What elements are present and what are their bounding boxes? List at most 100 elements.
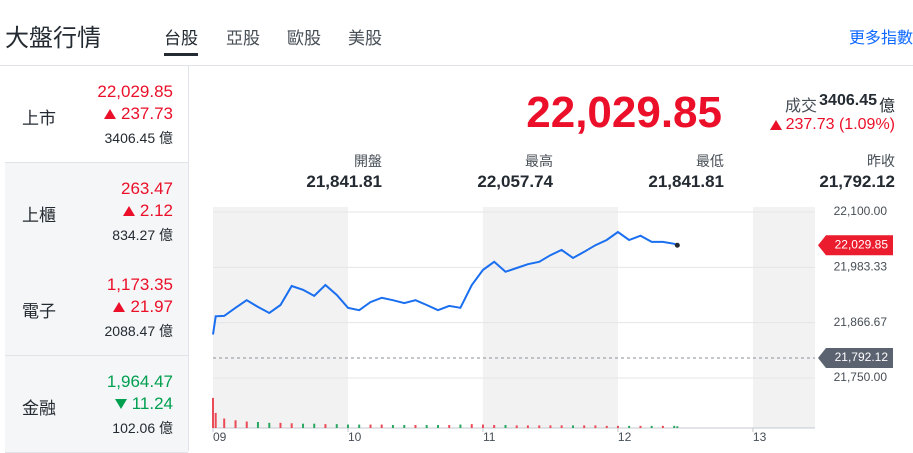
more-link[interactable]: 更多指數 xyxy=(849,30,913,47)
row-name: 金融 xyxy=(22,398,56,418)
page-title: 大盤行情 xyxy=(5,25,101,52)
volume-unit: 億 xyxy=(878,98,895,115)
last-point xyxy=(674,242,680,248)
row-volume: 834.27 億 xyxy=(112,226,173,243)
price-line xyxy=(212,230,678,335)
volume-bar xyxy=(673,425,676,428)
volume-bar xyxy=(425,424,428,428)
stat-label: 最低 xyxy=(696,153,724,169)
quote-arrow xyxy=(770,120,782,130)
price-badge-label: 21,792.12 xyxy=(835,350,889,364)
volume-bar xyxy=(493,424,496,428)
price-badge xyxy=(818,235,893,256)
volume-bar xyxy=(268,422,271,428)
quote-price: 22,029.85 xyxy=(526,88,722,137)
row-volume: 3406.45 億 xyxy=(104,130,174,146)
volume-bar xyxy=(650,425,653,428)
volume-bar xyxy=(256,421,259,428)
volume-bar xyxy=(279,422,282,428)
session-band xyxy=(752,207,815,428)
volume-bar xyxy=(212,397,214,428)
volume-bar xyxy=(594,425,597,428)
quote-change: 237.73 (1.09%) xyxy=(785,116,895,133)
volume-bar xyxy=(369,424,372,428)
change-arrow xyxy=(104,109,116,119)
volume-value: 3406.45 xyxy=(819,92,877,109)
volume-bar xyxy=(676,426,679,428)
volume-bar xyxy=(403,424,406,428)
volume-bar xyxy=(571,425,574,428)
volume-bar xyxy=(380,424,383,428)
volume-bar xyxy=(628,425,631,428)
volume-label: 成交 xyxy=(784,98,817,115)
y-tick-label: 21,866.67 xyxy=(834,315,888,329)
stat-value: 22,057.74 xyxy=(477,172,553,191)
volume-bar xyxy=(481,424,484,428)
y-tick-label: 21,983.33 xyxy=(834,260,888,274)
volume-bar xyxy=(459,424,462,428)
stat-label: 開盤 xyxy=(354,153,382,169)
volume-bar xyxy=(448,424,451,428)
row-change: 2.12 xyxy=(139,200,173,220)
stat-label: 昨收 xyxy=(867,153,895,169)
stat-value: 21,841.81 xyxy=(648,172,724,191)
volume-bar xyxy=(538,425,541,428)
x-tick-label: 09 xyxy=(213,430,227,444)
tab[interactable]: 美股 xyxy=(348,29,382,48)
tab[interactable]: 亞股 xyxy=(226,29,260,48)
stat-value: 21,841.81 xyxy=(306,172,382,191)
volume-bar xyxy=(335,424,338,428)
tab[interactable]: 台股 xyxy=(164,29,198,48)
row-price: 1,173.35 xyxy=(106,275,173,294)
row-change: 21.97 xyxy=(130,297,173,316)
volume-bar xyxy=(214,412,217,428)
row-price: 1,964.47 xyxy=(106,371,173,391)
stat-value: 21,792.12 xyxy=(819,172,895,191)
volume-bar xyxy=(549,425,552,428)
volume-bar xyxy=(234,420,237,428)
volume-bar xyxy=(661,425,664,428)
volume-bar xyxy=(358,424,361,428)
volume-bar xyxy=(223,418,226,428)
volume-bar xyxy=(504,424,507,428)
change-arrow xyxy=(115,398,127,409)
volume-bar xyxy=(346,424,349,428)
volume-bar xyxy=(245,421,248,428)
volume-bar xyxy=(302,423,305,428)
price-badge xyxy=(818,348,893,369)
row-volume: 2088.47 億 xyxy=(104,323,174,339)
volume-bar xyxy=(324,424,327,428)
volume-bar xyxy=(616,425,619,428)
tab-underline xyxy=(164,53,198,56)
x-tick-label: 13 xyxy=(753,430,767,444)
row-name: 上市 xyxy=(22,109,56,128)
y-tick-label: 21,750.00 xyxy=(834,370,888,384)
price-badge-label: 22,029.85 xyxy=(835,237,889,251)
sidebar-row[interactable] xyxy=(5,66,188,163)
divider xyxy=(0,65,913,66)
session-band xyxy=(482,207,618,428)
stat-label: 最高 xyxy=(525,153,553,169)
row-name: 上櫃 xyxy=(22,205,56,225)
row-name: 電子 xyxy=(22,302,56,321)
row-price: 22,029.85 xyxy=(97,82,173,101)
row-change: 237.73 xyxy=(121,104,173,123)
change-arrow xyxy=(123,205,135,216)
volume-bar xyxy=(639,425,642,428)
volume-bar xyxy=(391,424,394,428)
x-tick-label: 10 xyxy=(348,430,362,444)
y-tick-label: 22,100.00 xyxy=(834,204,888,218)
volume-bar xyxy=(290,423,293,428)
volume-bar xyxy=(526,425,529,428)
change-arrow xyxy=(113,302,125,312)
volume-bar xyxy=(470,424,473,428)
x-tick-label: 12 xyxy=(618,430,632,444)
row-price: 263.47 xyxy=(121,178,173,198)
volume-bar xyxy=(560,425,563,428)
sidebar-row[interactable] xyxy=(5,259,188,356)
volume-bar xyxy=(583,425,586,428)
volume-bar xyxy=(414,424,417,428)
tab[interactable]: 歐股 xyxy=(287,29,321,48)
